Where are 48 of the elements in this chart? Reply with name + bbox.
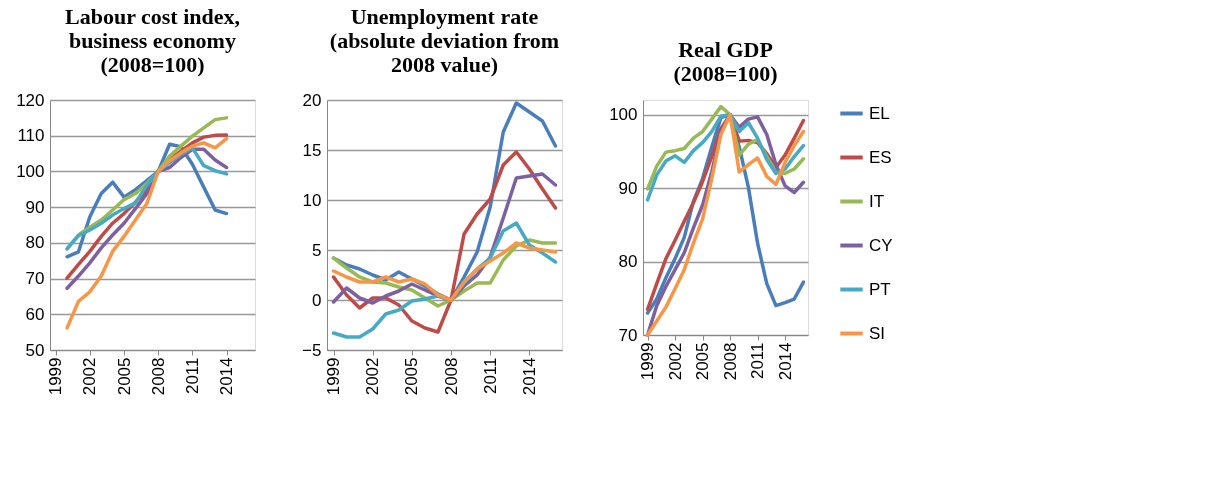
x-tick-label: 2014 xyxy=(775,342,795,381)
x-tick-label: 2005 xyxy=(114,357,134,396)
y-tick-label: 15 xyxy=(302,140,322,160)
legend-label: SI xyxy=(869,323,886,343)
legend-label: EL xyxy=(869,103,890,123)
y-tick-label: 70 xyxy=(25,269,45,289)
x-tick-label: 1999 xyxy=(46,357,66,396)
x-tick-label: 2014 xyxy=(217,357,237,396)
x-tick-label: 2005 xyxy=(402,357,422,396)
x-tick-label: 2011 xyxy=(182,357,202,395)
chart-title: Real GDP (2008=100) xyxy=(673,37,778,86)
y-tick-label: 50 xyxy=(25,340,45,360)
y-tick-label: 80 xyxy=(618,252,638,272)
y-tick-label: 110 xyxy=(17,126,45,146)
x-tick-label: 1999 xyxy=(324,357,344,396)
line-series xyxy=(645,112,806,202)
y-tick-label: 100 xyxy=(16,161,45,181)
y-tick-label: 100 xyxy=(609,105,638,125)
y-tick-label: 0 xyxy=(312,290,322,310)
y-tick-label: 5 xyxy=(312,240,322,260)
line-series xyxy=(65,136,229,330)
x-tick-label: 2002 xyxy=(80,357,100,396)
x-tick-label: 2008 xyxy=(148,357,168,396)
legend-label: ES xyxy=(869,147,892,167)
line-series xyxy=(331,150,558,334)
x-tick-label: 2008 xyxy=(720,342,740,381)
y-tick-label: −5 xyxy=(302,340,322,360)
x-tick-label: 2011 xyxy=(480,357,500,395)
y-tick-label: 90 xyxy=(25,197,45,217)
x-tick-label: 2014 xyxy=(519,357,539,396)
y-tick-label: 60 xyxy=(25,304,45,324)
x-tick-label: 2005 xyxy=(693,342,713,381)
chart-title: Unemployment rate (absolute deviation from 2008 value) xyxy=(329,4,560,77)
y-tick-label: 70 xyxy=(618,325,638,345)
chart-title: Labour cost index, business economy (2008=100) xyxy=(64,4,241,77)
y-tick-label: 120 xyxy=(16,90,45,110)
y-tick-label: 10 xyxy=(302,190,322,210)
x-tick-label: 2011 xyxy=(748,342,768,380)
x-tick-label: 2008 xyxy=(441,357,461,396)
x-tick-label: 1999 xyxy=(638,342,658,381)
legend-label: CY xyxy=(869,235,893,255)
x-tick-label: 2002 xyxy=(363,357,383,396)
legend-label: PT xyxy=(869,279,891,299)
y-tick-label: 20 xyxy=(302,90,322,110)
y-tick-label: 90 xyxy=(618,178,638,198)
y-tick-label: 80 xyxy=(25,233,45,253)
legend-label: IT xyxy=(869,191,885,211)
x-tick-label: 2002 xyxy=(665,342,685,381)
